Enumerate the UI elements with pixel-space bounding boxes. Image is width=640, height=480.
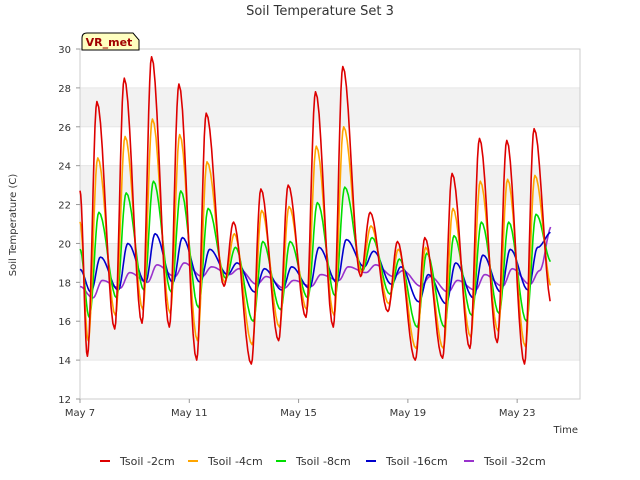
chart-title: Soil Temperature Set 3 bbox=[246, 4, 394, 19]
x-tick-label: May 15 bbox=[280, 408, 317, 419]
y-axis-title: Soil Temperature (C) bbox=[8, 174, 19, 277]
y-tick-label: 14 bbox=[58, 356, 71, 367]
y-tick-label: 12 bbox=[58, 395, 71, 406]
y-tick-label: 30 bbox=[58, 45, 71, 56]
x-tick-label: May 11 bbox=[171, 408, 208, 419]
y-tick-label: 24 bbox=[58, 162, 71, 173]
x-tick-label: May 23 bbox=[499, 408, 536, 419]
y-tick-label: 18 bbox=[58, 278, 71, 289]
x-tick-label: May 19 bbox=[390, 408, 427, 419]
legend-label: Tsoil -16cm bbox=[385, 455, 448, 468]
y-tick-label: 20 bbox=[58, 239, 71, 250]
legend: Tsoil -2cm Tsoil -4cm Tsoil -8cm Tsoil -16c… bbox=[100, 455, 546, 468]
series-lines bbox=[79, 55, 552, 365]
badge-label: VR_met bbox=[86, 36, 133, 49]
legend-label: Tsoil -8cm bbox=[295, 455, 351, 468]
grid-band bbox=[80, 165, 580, 205]
grid-band bbox=[80, 87, 580, 127]
y-tick-label: 22 bbox=[58, 201, 71, 212]
legend-label: Tsoil -32cm bbox=[483, 455, 546, 468]
series-line-tsoil2cm bbox=[79, 55, 551, 365]
x-axis-title: Time bbox=[553, 425, 578, 436]
y-tick-label: 26 bbox=[58, 123, 71, 134]
y-tick-label: 28 bbox=[58, 84, 71, 95]
legend-label: Tsoil -2cm bbox=[119, 455, 175, 468]
y-tick-label: 16 bbox=[58, 317, 71, 328]
axes: 12 14 16 18 20 22 24 26 28 30 May 7 May 11 May 15 May… bbox=[58, 45, 581, 419]
legend-label: Tsoil -4cm bbox=[207, 455, 263, 468]
x-tick-label: May 7 bbox=[65, 408, 95, 419]
grid-bands bbox=[80, 48, 580, 400]
vr-met-badge: VR_met bbox=[81, 32, 140, 51]
grid-band bbox=[80, 321, 580, 361]
badge-shape bbox=[81, 32, 140, 51]
